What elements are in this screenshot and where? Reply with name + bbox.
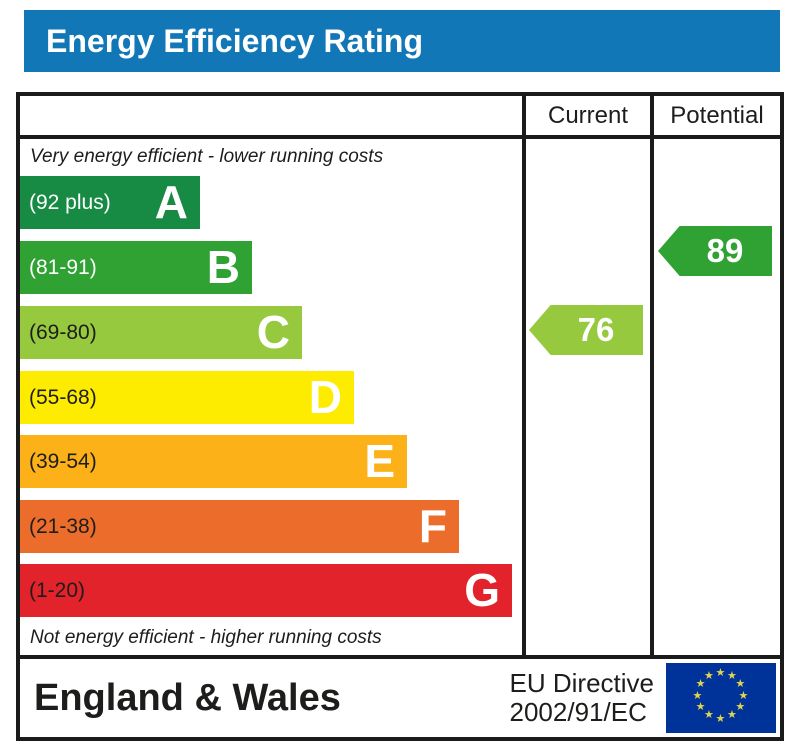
band-range-label: (21-38): [29, 515, 97, 538]
current-column: 76: [522, 139, 650, 655]
eu-flag-star: ★: [735, 678, 746, 690]
potential-rating-marker: 89: [658, 226, 772, 276]
rating-table: Current Potential Very energy efficient …: [16, 92, 784, 659]
band-range-label: (69-80): [29, 321, 97, 344]
band-f: (21-38) F: [20, 500, 459, 553]
band-d: (55-68) D: [20, 371, 354, 424]
band-range-label: (55-68): [29, 386, 97, 409]
band-range-label: (39-54): [29, 450, 97, 473]
band-range-label: (81-91): [29, 256, 97, 279]
eu-directive-line1: EU Directive: [509, 668, 654, 698]
page-title: Energy Efficiency Rating: [46, 23, 423, 59]
potential-column: 89: [650, 139, 780, 655]
eu-flag-star: ★: [704, 709, 714, 722]
eu-directive-label: EU Directive 2002/91/EC: [510, 669, 654, 727]
band-letter: C: [256, 306, 290, 358]
band-g: (1-20) G: [20, 564, 512, 617]
band-range-label: (1-20): [29, 579, 86, 602]
eu-flag-star: ★: [692, 689, 703, 702]
potential-column-header: Potential: [650, 96, 780, 135]
current-rating-value: 76: [577, 311, 615, 348]
bands-container: Very energy efficient - lower running co…: [20, 139, 522, 655]
eu-flag-star: ★: [727, 669, 737, 682]
potential-rating-value: 89: [706, 232, 744, 269]
eu-flag-star: ★: [704, 669, 714, 682]
bottom-caption: Not energy efficient - higher running co…: [30, 627, 382, 648]
title-bar: Energy Efficiency Rating: [24, 10, 780, 72]
band-letter: F: [418, 500, 447, 552]
eu-flag-star: ★: [735, 701, 746, 713]
current-column-header: Current: [522, 96, 650, 135]
eu-flag-star: ★: [695, 678, 706, 690]
band-a: (92 plus) A: [20, 176, 200, 229]
table-header-row: Current Potential: [20, 96, 780, 139]
footer-bar: England & Wales EU Directive 2002/91/EC …: [16, 655, 784, 741]
band-c: (69-80) C: [20, 306, 302, 359]
eu-flag-star: ★: [695, 701, 706, 713]
eu-flag-star: ★: [738, 689, 749, 702]
band-range-label: (92 plus): [29, 191, 111, 214]
top-caption: Very energy efficient - lower running co…: [30, 146, 384, 167]
band-letter: B: [206, 241, 240, 293]
band-e: (39-54) E: [20, 435, 407, 488]
band-letter: E: [364, 435, 395, 487]
eu-flag-star: ★: [727, 709, 737, 722]
eu-directive-line2: 2002/91/EC: [509, 697, 647, 727]
current-rating-marker: 76: [529, 305, 643, 355]
band-letter: G: [464, 564, 500, 616]
table-body-row: Very energy efficient - lower running co…: [20, 139, 780, 655]
eu-flag-star: ★: [715, 712, 726, 725]
band-letter: D: [308, 371, 342, 423]
band-b: (81-91) B: [20, 241, 252, 294]
eu-flag-star: ★: [715, 666, 726, 679]
band-letter: A: [154, 176, 188, 228]
eu-flag-icon: ★ ★ ★ ★ ★ ★ ★ ★ ★ ★ ★ ★: [666, 663, 776, 733]
bands-header-cell: [20, 96, 522, 135]
region-label: England & Wales: [34, 677, 341, 719]
